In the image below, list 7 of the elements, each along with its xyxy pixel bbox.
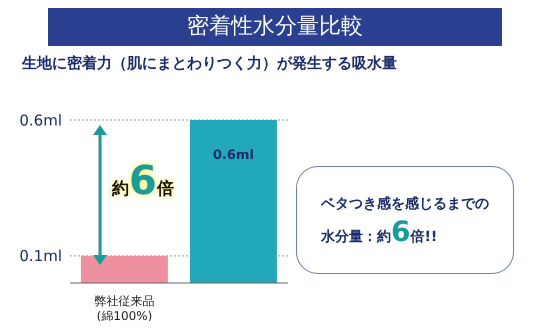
chart-subtitle: 生地に密着力（肌にまとわりつく力）が発生する吸水量 bbox=[22, 54, 398, 73]
annotation: 約6倍 bbox=[112, 158, 174, 204]
data-label: 0.6ml bbox=[212, 148, 254, 164]
y-tick-label: 0.1ml bbox=[19, 247, 62, 266]
text: ベタつき感を感じるまでの bbox=[321, 196, 489, 212]
text: 水分量：約6倍!! bbox=[321, 214, 438, 248]
chart-title: 密着性水分量比較 bbox=[48, 8, 502, 46]
